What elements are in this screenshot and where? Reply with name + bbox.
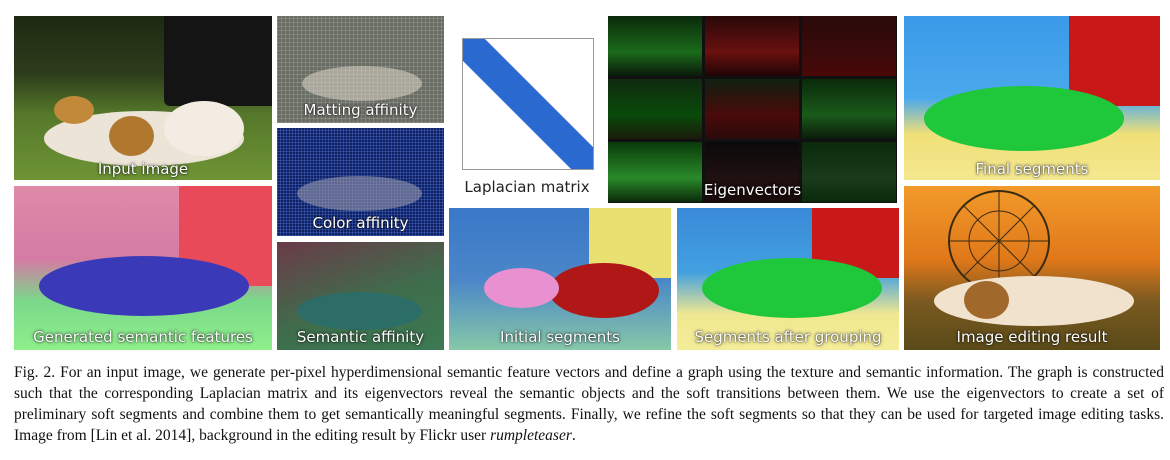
segments-after-grouping-panel: Segments after grouping — [677, 208, 899, 350]
input-image-label: Input image — [97, 160, 189, 178]
generated-semantic-features-panel: Generated semantic features — [14, 186, 272, 350]
caption-credit: rumpleteaser — [490, 427, 572, 444]
caption-end: . — [571, 427, 576, 444]
figure-label: Fig. 2. — [14, 364, 56, 381]
color-affinity-panel: Color affinity — [277, 128, 444, 236]
segments-after-grouping-label: Segments after grouping — [694, 328, 882, 346]
matting-affinity-label: Matting affinity — [303, 101, 418, 119]
initial-segments-label: Initial segments — [500, 328, 620, 346]
image-editing-result-label: Image editing result — [956, 328, 1108, 346]
laplacian-band — [463, 39, 593, 169]
eigenvectors-panel: Eigenvectors — [608, 16, 897, 203]
semantic-affinity-panel: Semantic affinity — [277, 242, 444, 350]
matting-affinity-panel: Matting affinity — [277, 16, 444, 123]
eigenvectors-label: Eigenvectors — [703, 181, 802, 199]
laplacian-matrix-label: Laplacian matrix — [464, 178, 590, 196]
figure-caption: Fig. 2. For an input image, we generate … — [14, 362, 1164, 446]
initial-segments-panel: Initial segments — [449, 208, 671, 350]
laplacian-matrix-plot — [462, 38, 594, 170]
semantic-affinity-label: Semantic affinity — [296, 328, 425, 346]
final-segments-label: Final segments — [975, 160, 1089, 178]
image-editing-result-panel: Image editing result — [904, 186, 1160, 350]
color-affinity-label: Color affinity — [312, 214, 409, 232]
input-image-panel: Input image — [14, 16, 272, 180]
final-segments-panel: Final segments — [904, 16, 1160, 180]
generated-semantic-features-label: Generated semantic features — [33, 328, 253, 346]
caption-text: For an input image, we generate per-pixe… — [14, 364, 1164, 444]
